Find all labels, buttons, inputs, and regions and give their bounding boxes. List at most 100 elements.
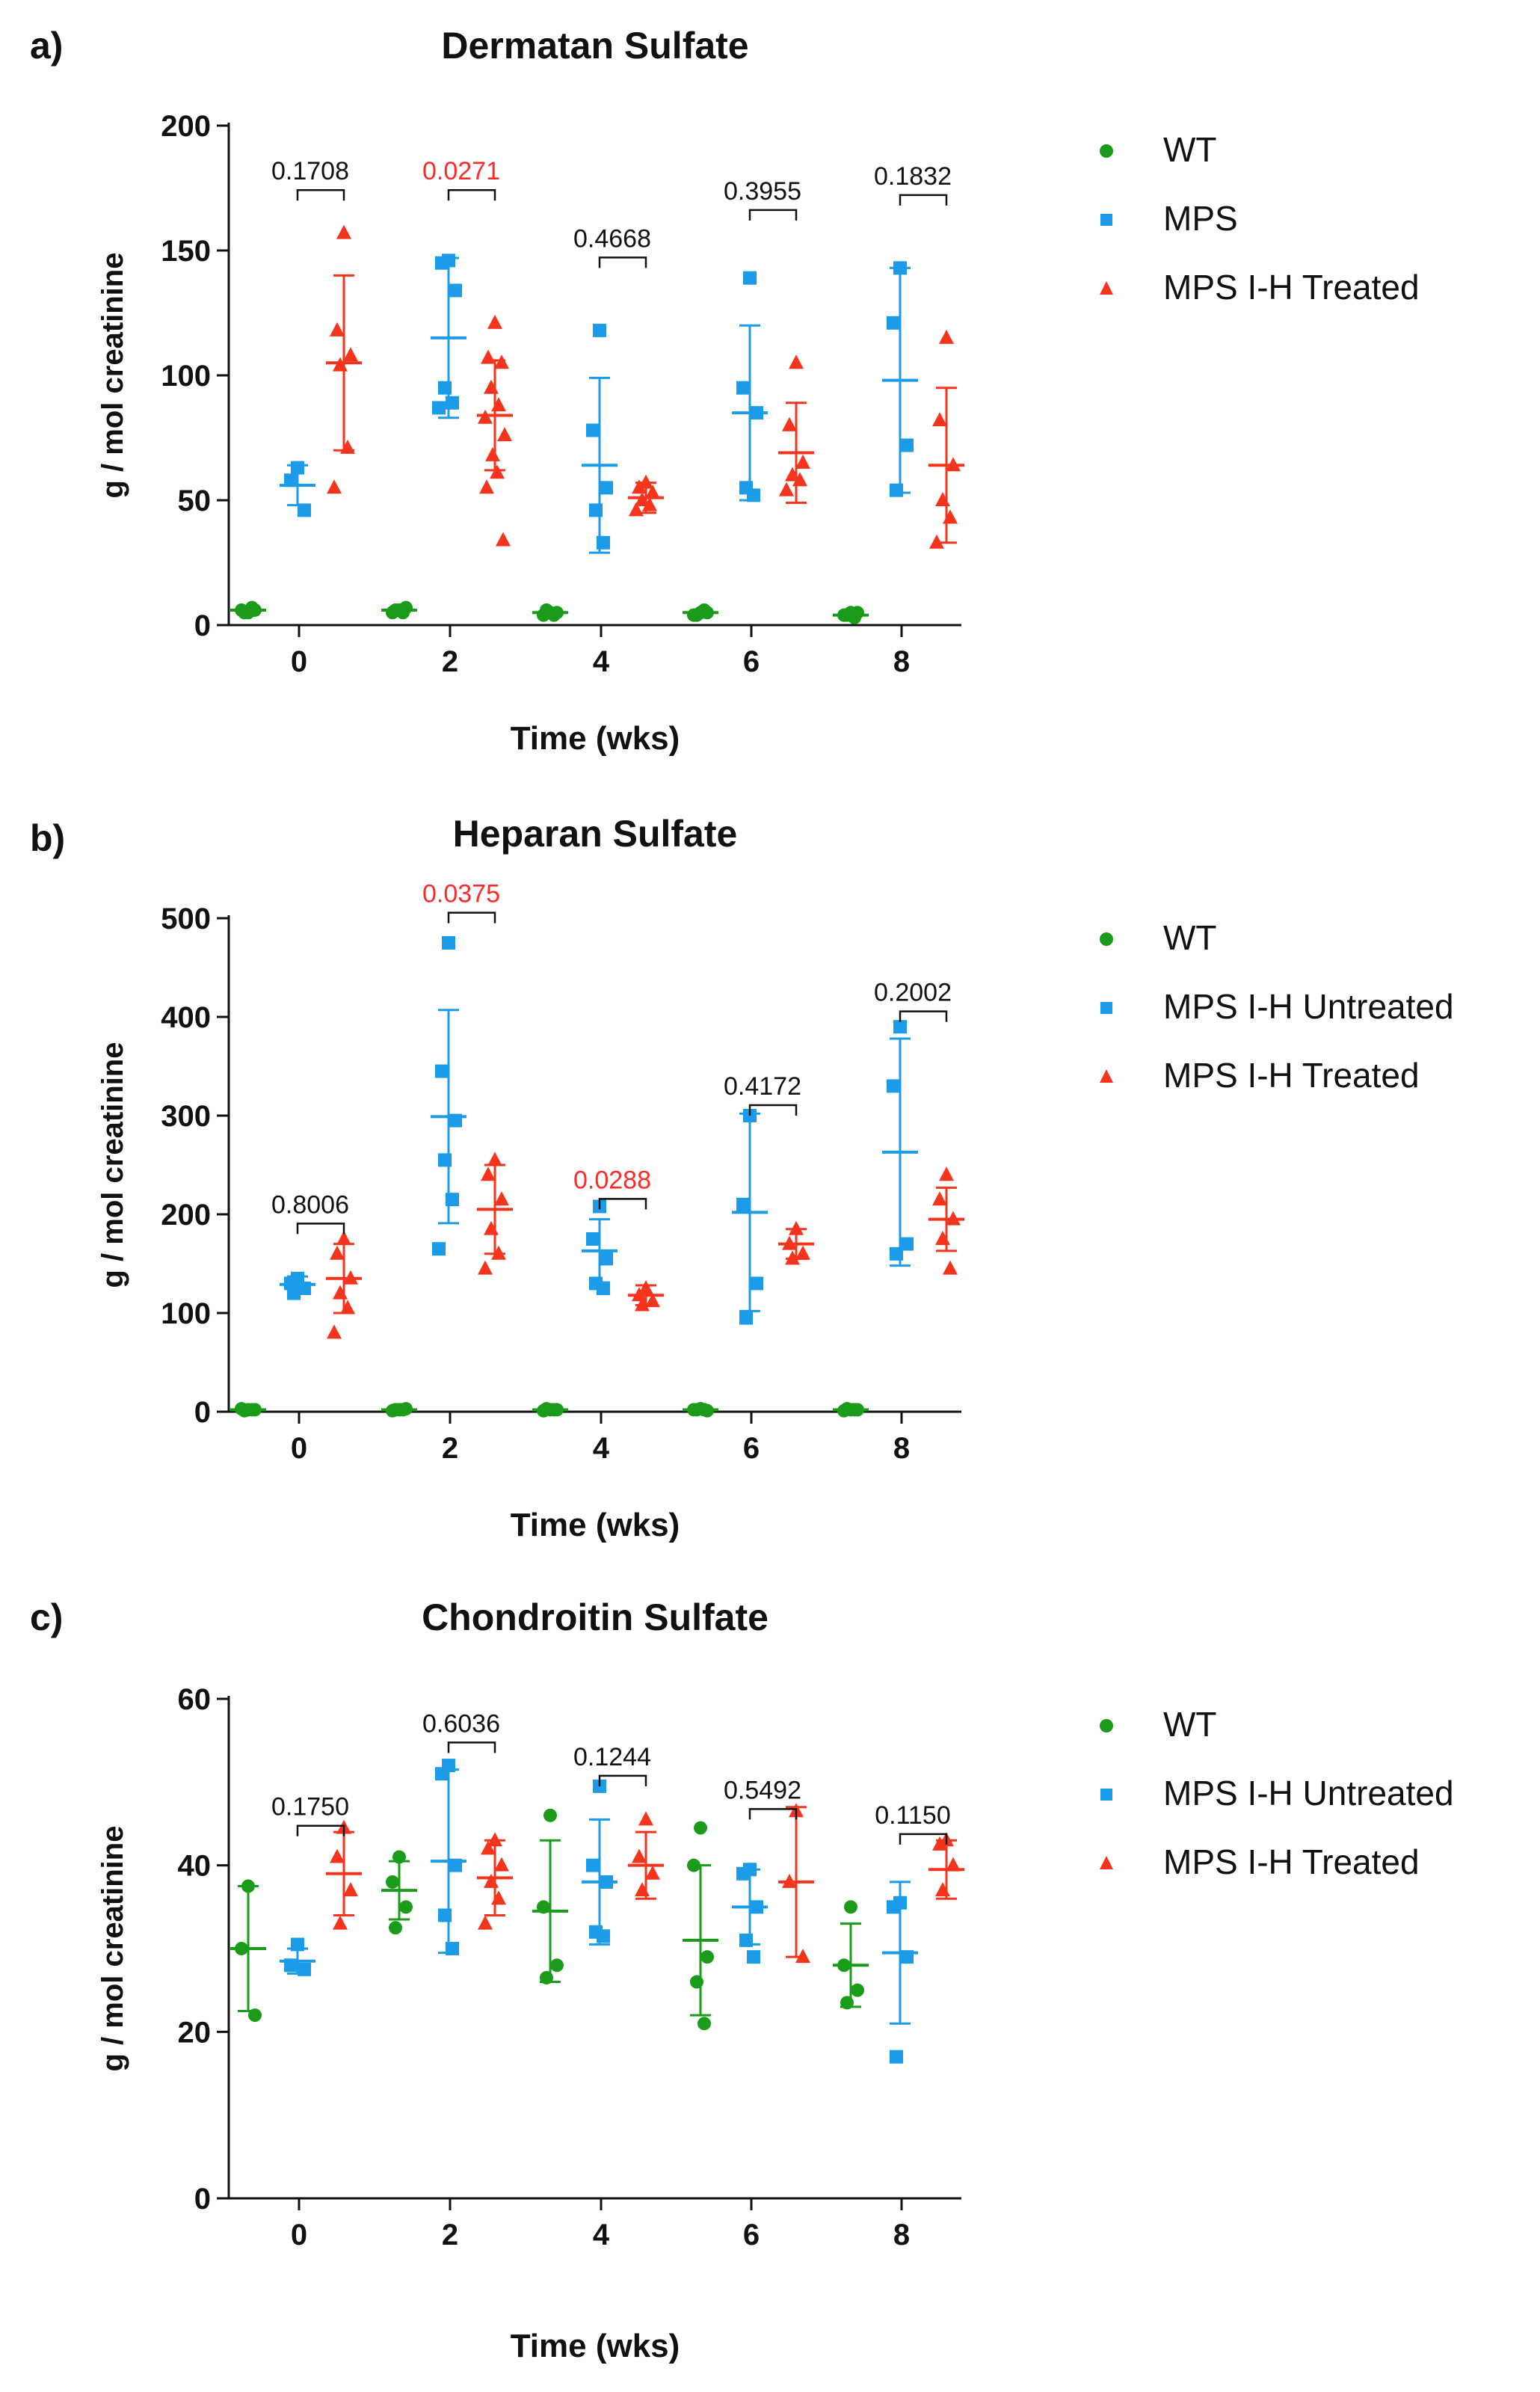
- data-point: [750, 1900, 763, 1914]
- y-tick-label: 100: [161, 360, 211, 393]
- data-point: [779, 482, 794, 496]
- data-point: [487, 1832, 502, 1847]
- y-tick-label: 0: [194, 1396, 211, 1429]
- x-tick-label: 8: [893, 2219, 910, 2251]
- data-point: [586, 423, 600, 437]
- data-point: [785, 1250, 800, 1265]
- x-tick-label: 8: [893, 1432, 910, 1465]
- y-tick-label: 400: [161, 1001, 211, 1034]
- data-point: [343, 347, 358, 362]
- data-point: [449, 1113, 462, 1128]
- data-point: [487, 1152, 502, 1166]
- y-tick-label: 0: [194, 609, 211, 642]
- data-point: [343, 1270, 358, 1285]
- data-point: [946, 1857, 961, 1872]
- pvalue-label: 0.4172: [724, 1072, 801, 1101]
- legend-marker: [1100, 932, 1113, 946]
- pvalue-bracket: [447, 188, 496, 201]
- pvalue-bracket: [748, 1808, 798, 1820]
- data-point: [333, 1285, 348, 1300]
- data-point: [432, 1242, 446, 1256]
- data-point: [890, 2050, 903, 2064]
- x-tick-label: 2: [442, 2219, 458, 2251]
- data-point: [736, 1197, 750, 1211]
- data-point: [481, 1840, 496, 1855]
- data-point: [600, 1875, 613, 1889]
- pvalue-label: 0.2002: [874, 979, 952, 1007]
- pvalue-bracket: [447, 911, 496, 923]
- data-point: [330, 1245, 345, 1260]
- data-point: [782, 416, 797, 431]
- data-point: [438, 1908, 452, 1922]
- data-point: [235, 1942, 248, 1955]
- pvalue-bracket: [748, 209, 798, 221]
- data-point: [479, 479, 494, 494]
- legend-label: MPS I-H Untreated: [1163, 1774, 1454, 1813]
- data-point: [248, 2008, 262, 2023]
- data-point: [593, 323, 606, 337]
- pvalue-label: 0.1708: [271, 157, 349, 185]
- data-point: [747, 488, 760, 502]
- data-point: [932, 1191, 947, 1206]
- data-point: [336, 1231, 351, 1245]
- data-point: [782, 1235, 797, 1250]
- data-point: [298, 1962, 311, 1976]
- data-point: [935, 492, 950, 506]
- chart-panel-2: c) Chondroitin Sulfate 0 20 40 60 0 2 4 6 8 Time (w…: [30, 1596, 1454, 2364]
- legend-label: WT: [1163, 130, 1217, 169]
- data-point: [890, 1246, 903, 1261]
- data-point: [851, 1983, 864, 1997]
- y-tick-label: 50: [178, 485, 212, 517]
- data-point: [597, 1929, 610, 1943]
- data-point: [789, 1220, 804, 1235]
- data-point: [739, 1311, 753, 1325]
- y-axis-label: g / mol creatinine: [96, 253, 129, 499]
- data-point: [494, 1857, 509, 1872]
- data-point: [893, 261, 907, 275]
- data-point: [478, 409, 493, 424]
- data-point: [438, 1153, 452, 1167]
- data-point: [446, 1193, 459, 1207]
- data-point: [481, 1166, 496, 1181]
- x-axis-label: Time (wks): [511, 1507, 680, 1543]
- data-point: [291, 461, 304, 475]
- data-point: [333, 1915, 348, 1930]
- pvalue-label: 0.1832: [874, 162, 952, 191]
- legend-marker: [1100, 1789, 1112, 1801]
- data-point: [638, 1811, 653, 1826]
- series-mps: [280, 936, 918, 1325]
- data-point: [900, 438, 914, 452]
- pvalue-label: 0.6036: [422, 1709, 500, 1738]
- data-point: [900, 1237, 914, 1251]
- data-point: [635, 492, 650, 506]
- data-point: [600, 1252, 613, 1266]
- data-point: [642, 496, 657, 511]
- data-point: [330, 1848, 345, 1863]
- data-point: [241, 1879, 255, 1893]
- data-point: [697, 1403, 711, 1417]
- data-point: [792, 472, 807, 487]
- legend-marker: [1100, 144, 1113, 158]
- x-tick-label: 6: [743, 2219, 760, 2251]
- y-tick-label: 500: [161, 903, 211, 935]
- pvalue-label: 0.1244: [573, 1743, 651, 1771]
- pvalue-label: 0.1150: [875, 1801, 950, 1830]
- data-point: [785, 467, 800, 482]
- data-point: [837, 1958, 851, 1973]
- data-point: [333, 357, 348, 372]
- pvalue-bracket: [598, 256, 647, 268]
- data-point: [298, 1282, 311, 1295]
- data-point: [389, 1921, 402, 1935]
- x-tick-label: 2: [442, 645, 458, 678]
- data-point: [789, 354, 804, 369]
- data-point: [887, 1079, 900, 1093]
- legend-label: MPS: [1163, 199, 1238, 238]
- data-point: [245, 1403, 259, 1417]
- data-point: [435, 1064, 449, 1078]
- data-point: [330, 322, 345, 336]
- x-tick-label: 0: [291, 645, 307, 678]
- legend-label: MPS I-H Treated: [1163, 268, 1420, 307]
- pvalue-label: 0.1750: [271, 1793, 349, 1821]
- legend-marker: [1100, 214, 1112, 226]
- panel-letter: c): [30, 1596, 63, 1638]
